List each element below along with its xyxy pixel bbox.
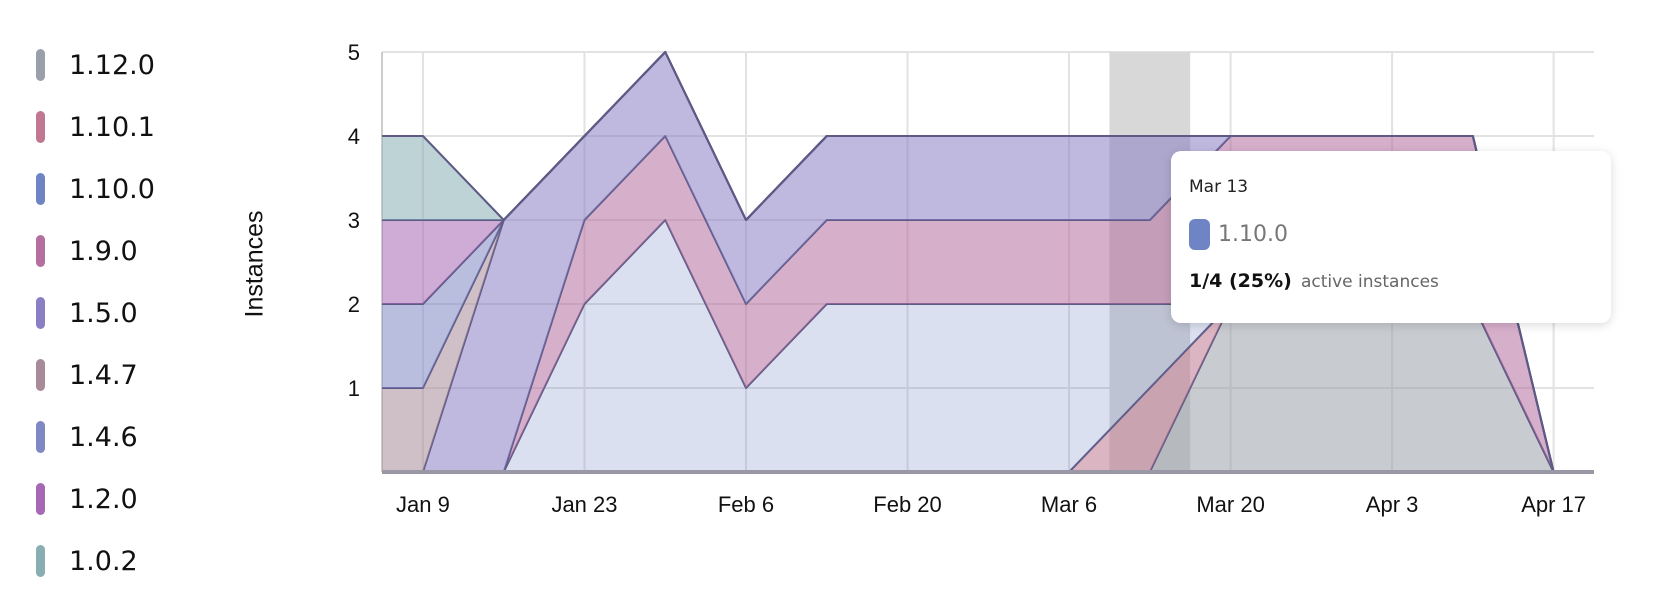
legend-label: 1.4.7 bbox=[69, 359, 138, 391]
tooltip-series-name: 1.10.0 bbox=[1218, 222, 1288, 247]
tooltip-series-swatch bbox=[1189, 219, 1210, 250]
legend-label: 1.0.2 bbox=[69, 545, 138, 577]
legend-label: 1.2.0 bbox=[69, 483, 138, 515]
y-tick-label: 5 bbox=[348, 40, 360, 65]
legend-item[interactable]: 1.2.0 bbox=[36, 468, 155, 530]
legend-item[interactable]: 1.4.7 bbox=[36, 344, 155, 406]
legend-item[interactable]: 1.12.0 bbox=[36, 34, 155, 96]
line-1-0-2 bbox=[382, 51, 1589, 473]
legend-swatch bbox=[36, 297, 45, 329]
area-1-5-0 bbox=[382, 52, 1589, 472]
area-1-10-0 bbox=[382, 220, 1589, 472]
legend-swatch bbox=[36, 111, 45, 143]
legend-label: 1.10.0 bbox=[69, 173, 155, 205]
legend-label: 1.12.0 bbox=[69, 49, 155, 81]
y-tick-label: 1 bbox=[348, 376, 360, 401]
legend-swatch bbox=[36, 235, 45, 267]
y-tick-label: 2 bbox=[348, 292, 360, 317]
x-tick-label: Mar 20 bbox=[1196, 492, 1264, 517]
x-tick-label: Jan 9 bbox=[396, 492, 450, 517]
legend-swatch bbox=[36, 173, 45, 205]
legend-item[interactable]: 1.10.0 bbox=[36, 158, 155, 220]
legend-item[interactable]: 1.9.0 bbox=[36, 220, 155, 282]
x-tick-label: Feb 6 bbox=[718, 492, 774, 517]
legend: 1.12.0 1.10.1 1.10.0 1.9.0 1.5.0 1.4.7 1.4.6 1.… bbox=[36, 34, 155, 592]
legend-item[interactable]: 1.10.1 bbox=[36, 96, 155, 158]
legend-item[interactable]: 1.4.6 bbox=[36, 406, 155, 468]
y-tick-label: 4 bbox=[348, 124, 360, 149]
x-tick-label: Feb 20 bbox=[873, 492, 942, 517]
legend-label: 1.5.0 bbox=[69, 297, 138, 329]
legend-label: 1.10.1 bbox=[69, 111, 155, 143]
legend-swatch bbox=[36, 49, 45, 81]
tooltip: Mar 13 1.10.0 1/4 (25%) active instances bbox=[1171, 151, 1611, 323]
legend-swatch bbox=[36, 545, 45, 577]
legend-item[interactable]: 1.0.2 bbox=[36, 530, 155, 592]
x-tick-label: Mar 6 bbox=[1041, 492, 1097, 517]
legend-label: 1.9.0 bbox=[69, 235, 138, 267]
y-tick-label: 3 bbox=[348, 208, 360, 233]
tooltip-count: 1/4 (25%) bbox=[1189, 270, 1292, 292]
x-tick-label: Apr 17 bbox=[1521, 492, 1586, 517]
tooltip-suffix: active instances bbox=[1300, 272, 1439, 292]
tooltip-date: Mar 13 bbox=[1189, 177, 1249, 197]
area-1-12-0 bbox=[382, 304, 1589, 472]
legend-swatch bbox=[36, 483, 45, 515]
legend-label: 1.4.6 bbox=[69, 421, 138, 453]
legend-swatch bbox=[36, 421, 45, 453]
x-tick-label: Apr 3 bbox=[1366, 492, 1419, 517]
legend-item[interactable]: 1.5.0 bbox=[36, 282, 155, 344]
legend-swatch bbox=[36, 359, 45, 391]
x-tick-label: Jan 23 bbox=[551, 492, 617, 517]
